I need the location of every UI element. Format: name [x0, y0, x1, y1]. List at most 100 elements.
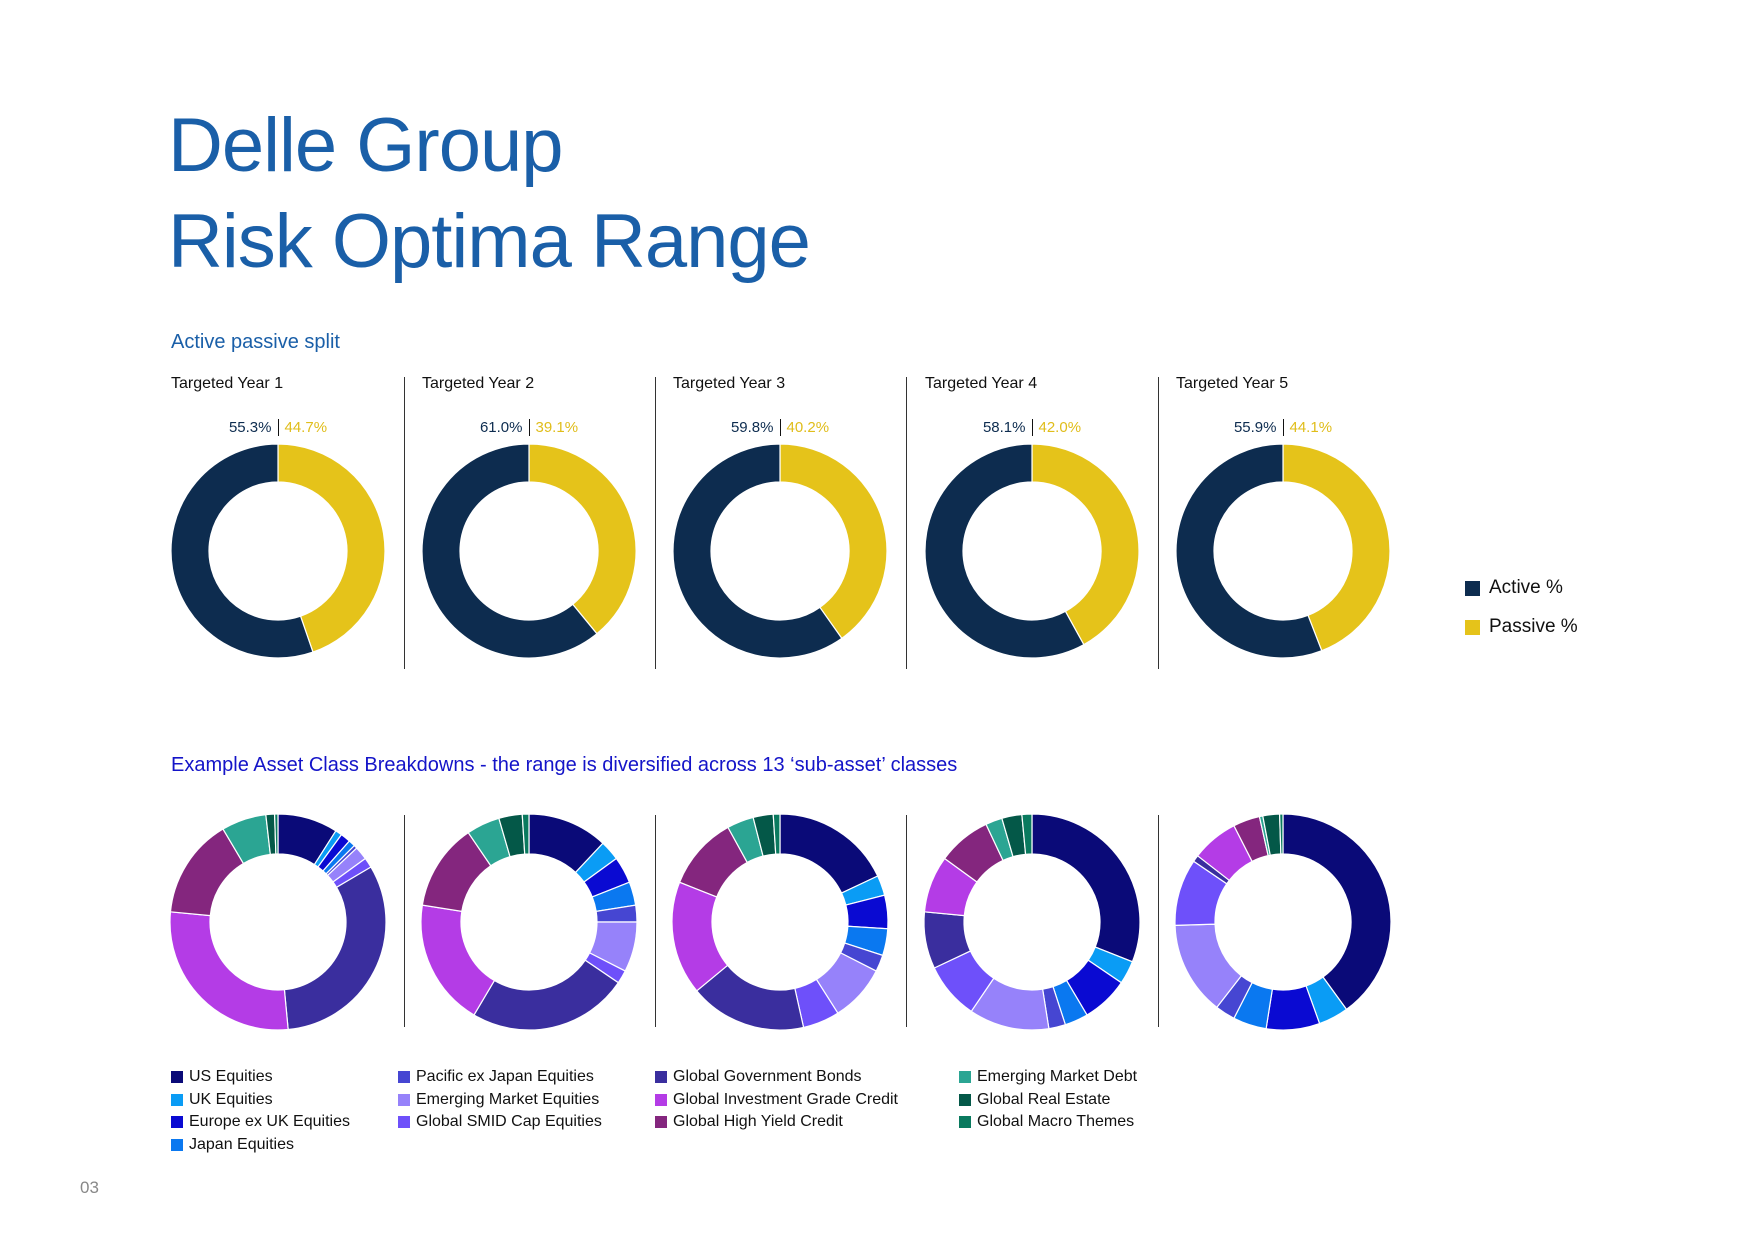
legend-label: Global Macro Themes: [977, 1113, 1135, 1130]
year-label: Targeted Year 5: [1176, 375, 1289, 392]
asset-legend-item: Global Macro Themes: [959, 1113, 1134, 1131]
legend-label: UK Equities: [189, 1090, 273, 1108]
legend-passive: Passive %: [1465, 616, 1578, 638]
active-passive-donut: [1175, 443, 1391, 659]
divider: [1158, 815, 1159, 1027]
active-percent: 55.9%: [1233, 419, 1277, 436]
slice-global-macro-themes: [1021, 813, 1033, 855]
slice-passive: [779, 443, 888, 640]
legend-active: Active %: [1465, 577, 1563, 599]
asset-legend-item: US Equities: [171, 1068, 273, 1086]
divider: [906, 815, 907, 1027]
legend-swatch: [1465, 619, 1480, 635]
separator: [277, 419, 279, 436]
divider: [1158, 377, 1159, 669]
year-label: Targeted Year 4: [925, 375, 1038, 392]
slice-global-government-bonds: [283, 866, 387, 1031]
active-passive-donut: [421, 443, 637, 659]
asset-legend-item: Pacific ex Japan Equities: [398, 1068, 594, 1086]
slice-passive: [1031, 443, 1140, 646]
legend-swatch: [398, 1116, 410, 1128]
legend-swatch: [959, 1116, 971, 1128]
slice-active: [421, 443, 598, 659]
asset-class-donut: [671, 813, 889, 1031]
passive-percent: 44.7%: [284, 419, 328, 436]
slice-active: [924, 443, 1085, 659]
legend-swatch: [171, 1138, 183, 1151]
divider: [404, 377, 405, 669]
slice-global-macro-themes: [273, 813, 279, 855]
asset-class-donut: [1174, 813, 1392, 1031]
legend-label: Emerging Market Equities: [416, 1090, 600, 1108]
legend-label: Emerging Market Debt: [977, 1068, 1138, 1085]
asset-legend-item: Japan Equities: [171, 1136, 294, 1154]
slice-global-macro-themes: [772, 813, 781, 855]
slice-us-equities: [779, 813, 879, 894]
page-number: 03: [80, 1178, 99, 1197]
passive-percent: 39.1%: [535, 419, 579, 436]
passive-percent: 42.0%: [1038, 419, 1082, 436]
divider: [655, 815, 656, 1027]
slice-global-investment-grade-credit: [420, 904, 496, 1016]
active-passive-donut: [170, 443, 386, 659]
legend-label: Global Government Bonds: [673, 1068, 862, 1085]
split-percent-labels: 61.0% 39.1%: [409, 419, 649, 436]
passive-percent: 40.2%: [786, 419, 830, 436]
legend-swatch: [171, 1093, 183, 1106]
asset-legend-item: Global Government Bonds: [655, 1068, 862, 1086]
asset-legend-item: Europe ex UK Equities: [171, 1113, 350, 1131]
asset-legend-item: Global Investment Grade Credit: [655, 1091, 898, 1109]
legend-label: Pacific ex Japan Equities: [416, 1068, 594, 1085]
legend-label: Europe ex UK Equities: [189, 1113, 350, 1130]
legend-swatch: [398, 1071, 410, 1083]
slice-global-investment-grade-credit: [169, 911, 289, 1031]
divider: [404, 815, 405, 1027]
asset-legend-item: UK Equities: [171, 1091, 273, 1109]
legend-label: Global SMID Cap Equities: [416, 1113, 602, 1130]
legend-swatch: [655, 1116, 667, 1128]
legend-swatch: [171, 1116, 183, 1128]
slice-us-equities: [1282, 813, 1392, 1011]
year-label: Targeted Year 1: [171, 375, 284, 392]
legend-label: Active %: [1489, 577, 1563, 598]
legend-label: Global High Yield Credit: [673, 1113, 843, 1130]
asset-class-donut: [923, 813, 1141, 1031]
separator: [1031, 419, 1033, 436]
slice-active: [672, 443, 843, 659]
slice-passive: [277, 443, 386, 653]
active-percent: 55.3%: [228, 419, 272, 436]
separator: [1282, 419, 1284, 436]
divider: [655, 377, 656, 669]
divider: [906, 377, 907, 669]
asset-legend-item: Global High Yield Credit: [655, 1113, 843, 1131]
slice-global-macro-themes: [1278, 813, 1284, 855]
slice-active: [1175, 443, 1323, 659]
page-title-line2: Risk Optima Range: [168, 199, 811, 284]
slice-passive: [1282, 443, 1391, 652]
asset-legend-item: Emerging Market Debt: [959, 1068, 1137, 1086]
separator: [779, 419, 781, 436]
split-percent-labels: 59.8% 40.2%: [660, 419, 900, 436]
legend-swatch: [171, 1071, 183, 1083]
active-passive-donut: [672, 443, 888, 659]
slice-global-government-bonds: [473, 959, 620, 1031]
year-label: Targeted Year 3: [673, 375, 786, 392]
legend-label: US Equities: [189, 1068, 273, 1085]
asset-class-donut: [420, 813, 638, 1031]
year-label: Targeted Year 2: [422, 375, 535, 392]
active-percent: 58.1%: [982, 419, 1026, 436]
slice-global-macro-themes: [521, 813, 530, 855]
legend-swatch: [959, 1093, 971, 1106]
legend-swatch: [959, 1071, 971, 1083]
split-percent-labels: 55.9% 44.1%: [1163, 419, 1403, 436]
slice-passive: [528, 443, 637, 635]
page-title-line1: Delle Group: [168, 103, 564, 188]
legend-label: Passive %: [1489, 616, 1578, 637]
passive-percent: 44.1%: [1289, 419, 1333, 436]
legend-label: Japan Equities: [189, 1135, 294, 1153]
legend-swatch: [398, 1093, 410, 1106]
slice-active: [170, 443, 314, 659]
asset-class-heading: Example Asset Class Breakdowns - the ran…: [171, 754, 958, 776]
active-percent: 61.0%: [479, 419, 523, 436]
